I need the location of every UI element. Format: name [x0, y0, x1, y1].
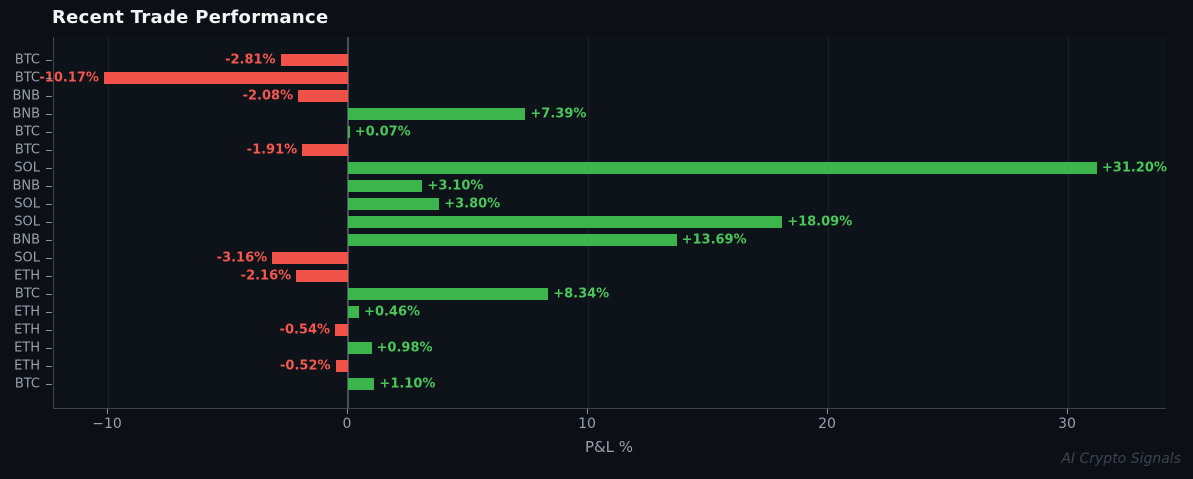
x-tick [347, 409, 349, 414]
bar-value-label: +1.10% [379, 376, 436, 392]
bar-btc [348, 378, 375, 390]
bar-value-label: +3.10% [427, 178, 484, 194]
y-axis-label: ETH [14, 268, 40, 284]
y-tick [46, 258, 52, 259]
y-axis-label: BNB [12, 88, 40, 104]
bar-value-label: +7.39% [530, 106, 587, 122]
bar-btc [348, 126, 350, 138]
bar-value-label: +31.20% [1101, 160, 1167, 176]
y-axis-label: SOL [14, 160, 40, 176]
y-axis-label: BNB [12, 106, 40, 122]
y-tick [46, 186, 52, 187]
y-axis-label: BTC [14, 142, 40, 158]
y-axis-label: BNB [12, 232, 40, 248]
bar-value-label: +8.34% [553, 286, 610, 302]
x-tick [1067, 409, 1069, 414]
bar-btc [103, 72, 349, 84]
x-tick-label: 0 [342, 416, 352, 432]
y-tick [46, 240, 52, 241]
y-tick [46, 168, 52, 169]
y-tick [46, 348, 52, 349]
x-tick [587, 409, 589, 414]
y-tick [46, 96, 52, 97]
bar-sol [272, 252, 349, 264]
bar-btc [348, 288, 549, 300]
bar-eth [348, 342, 372, 354]
bar-value-label: +0.46% [364, 304, 421, 320]
y-tick [46, 114, 52, 115]
y-tick [46, 222, 52, 223]
gridline [108, 37, 109, 408]
y-tick [46, 384, 52, 385]
y-tick [46, 78, 52, 79]
y-axis-label: ETH [14, 304, 40, 320]
bar-value-label: -0.54% [279, 322, 331, 338]
bar-bnb [348, 108, 526, 120]
bar-value-label: +0.98% [376, 340, 433, 356]
y-tick [46, 150, 52, 151]
y-axis-label: ETH [14, 322, 40, 338]
gridline [1068, 37, 1070, 408]
bar-bnb [298, 90, 349, 102]
bar-eth [348, 306, 360, 318]
bar-value-label: -1.91% [246, 142, 298, 158]
bar-sol [348, 216, 783, 228]
y-axis-label: ETH [14, 358, 40, 374]
bar-eth [335, 324, 348, 336]
y-tick [46, 60, 52, 61]
bar-value-label: -3.16% [216, 250, 268, 266]
y-tick [46, 312, 52, 313]
bar-value-label: +3.80% [444, 196, 501, 212]
bar-eth [335, 360, 348, 372]
y-axis-label: SOL [14, 214, 40, 230]
y-axis-label: BTC [14, 376, 40, 392]
bar-bnb [348, 180, 423, 192]
watermark: AI Crypto Signals [1061, 451, 1181, 467]
y-axis-label: SOL [14, 196, 40, 212]
y-axis-label: BTC [14, 70, 40, 86]
y-axis-label: ETH [14, 340, 40, 356]
x-tick-label: 20 [818, 416, 836, 432]
bar-value-label: -2.81% [225, 52, 276, 68]
bar-sol [348, 162, 1097, 174]
x-axis-label: P&L % [584, 438, 634, 456]
bar-value-label: -2.08% [242, 88, 294, 104]
y-axis-label: BTC [14, 52, 40, 68]
bar-value-label: +0.07% [354, 124, 411, 140]
x-tick [107, 409, 108, 414]
y-tick [46, 330, 52, 331]
bar-value-label: -10.17% [39, 70, 99, 86]
plot-area: -2.81% -10.17% -2.08% +7.39% +0.07% -1.91% +31… [39, 37, 1167, 409]
y-tick [46, 204, 52, 205]
x-tick [827, 409, 829, 414]
bar-btc [302, 144, 348, 156]
x-tick-label: 30 [1058, 416, 1076, 432]
bar-bnb [348, 234, 677, 246]
bar-btc [280, 54, 348, 66]
y-axis-label: BNB [12, 178, 40, 194]
y-tick [46, 132, 52, 133]
bar-eth [296, 270, 348, 282]
y-tick [46, 276, 52, 277]
chart-title: Recent Trade Performance [52, 7, 329, 28]
bar-value-label: -0.52% [280, 358, 331, 374]
y-axis-label: BTC [14, 124, 40, 140]
bar-value-label: +18.09% [787, 214, 853, 230]
bar-value-label: +13.69% [681, 232, 747, 248]
bar-sol [348, 198, 440, 210]
y-axis-label: SOL [14, 250, 40, 266]
y-tick [46, 294, 52, 295]
bar-value-label: -2.16% [240, 268, 292, 284]
y-axis-label: BTC [14, 286, 40, 302]
gridline [828, 37, 830, 408]
y-tick [46, 366, 52, 367]
x-tick-label: 10 [578, 416, 596, 432]
x-tick-label: −10 [92, 416, 122, 432]
